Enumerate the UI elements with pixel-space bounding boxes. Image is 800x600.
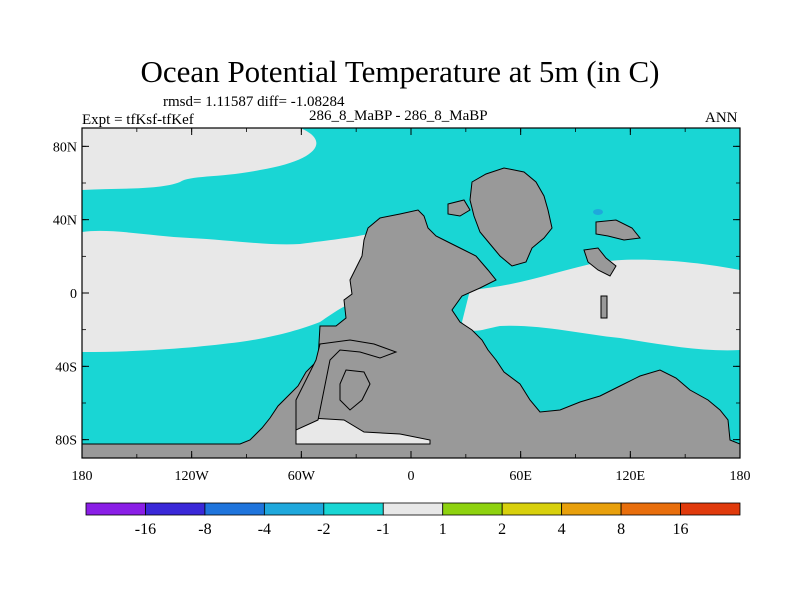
- colorbar-swatch: [620, 502, 681, 516]
- land-asia-strip: [583, 247, 617, 277]
- x-tick-label: 60W: [288, 469, 316, 484]
- land-asia: [595, 219, 641, 241]
- x-tick-label: 0: [408, 469, 415, 484]
- colorbar-label: -8: [198, 521, 211, 538]
- axes-group: 180 120W 60W 0 60E 120E 180 80N 40N 0 40S 80S: [53, 128, 751, 484]
- x-tick-label: 180: [72, 469, 93, 484]
- colorbar-swatch: [263, 502, 325, 516]
- colorbar-label: 8: [617, 521, 625, 538]
- tropical-band-gray: [82, 230, 368, 352]
- experiment-label: Expt = tfKsf-tfKef: [82, 112, 194, 128]
- colorbar-swatch: [145, 502, 206, 516]
- colorbar-label: 4: [558, 521, 566, 538]
- land-small-island: [447, 199, 471, 217]
- x-tick-label: 180: [730, 469, 751, 484]
- cases-label: 286_8_MaBP - 286_8_MaBP: [309, 108, 488, 124]
- y-tick-label: 40S: [55, 360, 77, 375]
- land-antarctica-cutout: [295, 417, 431, 445]
- x-tick-label: 60E: [509, 469, 532, 484]
- colorbar-swatch: [382, 502, 444, 516]
- stats-label: rmsd= 1.11587 diff= -1.08284: [163, 94, 345, 110]
- colorbar-label: 16: [673, 521, 689, 538]
- colorbar-label: -1: [377, 521, 390, 538]
- colorbar-swatch: [204, 502, 265, 516]
- colorbar-label: -2: [317, 521, 330, 538]
- y-tick-label: 80N: [53, 140, 77, 155]
- colorbar: -16 -8 -4 -2 -1 1 2 4 8 16: [85, 502, 741, 538]
- land-island: [600, 295, 608, 319]
- y-tick-label: 80S: [55, 434, 77, 449]
- colorbar-label: -4: [258, 521, 271, 538]
- colorbar-swatch: [561, 502, 622, 516]
- land-antarctic-peninsula: [295, 339, 398, 431]
- y-tick-label: 40N: [53, 214, 77, 229]
- land-europe-africa: [469, 167, 553, 267]
- colorbar-swatch: [680, 502, 741, 516]
- colorbar-label: 1: [439, 521, 447, 538]
- north-pacific-gray: [82, 128, 317, 190]
- chart-title: Ocean Potential Temperature at 5m (in C): [140, 54, 660, 89]
- y-tick-label: 0: [70, 287, 77, 302]
- x-tick-label: 120W: [175, 469, 210, 484]
- season-label: ANN: [705, 110, 738, 126]
- colorbar-label: -16: [135, 521, 156, 538]
- colorbar-swatch: [85, 502, 146, 516]
- colorbar-swatch: [323, 502, 384, 516]
- colorbar-swatch: [442, 502, 503, 516]
- x-tick-label: 120E: [616, 469, 646, 484]
- land-south-strip: [339, 369, 371, 411]
- small-spots-blue: [593, 209, 603, 215]
- colorbar-swatch: [501, 502, 563, 516]
- colorbar-label: 2: [498, 521, 506, 538]
